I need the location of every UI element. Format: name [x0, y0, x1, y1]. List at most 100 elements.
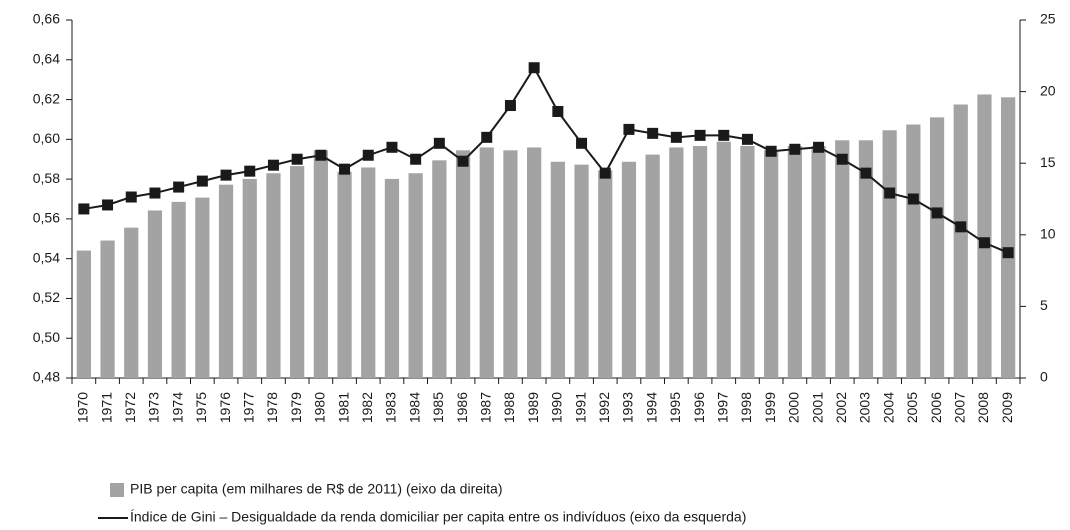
legend-label: Índice de Gini – Desigualdade da renda d… — [130, 509, 746, 525]
marker — [220, 169, 232, 181]
x-tick-label: 1976 — [217, 392, 233, 423]
bar — [835, 140, 850, 378]
marker — [576, 137, 588, 149]
x-tick-label: 1977 — [240, 392, 256, 423]
x-tick-label: 1986 — [454, 392, 470, 423]
marker — [978, 237, 990, 249]
marker — [647, 127, 659, 139]
x-tick-label: 2009 — [999, 392, 1015, 423]
marker — [741, 133, 753, 145]
marker — [267, 159, 279, 171]
bar — [171, 201, 186, 378]
marker — [196, 175, 208, 187]
x-tick-label: 1984 — [406, 392, 422, 423]
bar — [621, 161, 637, 378]
marker — [955, 221, 967, 233]
y-tick-label: 0,64 — [33, 50, 60, 66]
x-tick-label: 1982 — [359, 392, 375, 423]
marker — [291, 153, 303, 165]
marker — [694, 129, 706, 141]
x-tick-label: 1995 — [667, 392, 683, 423]
bar — [124, 227, 139, 378]
bar — [479, 147, 494, 378]
y2-tick-label: 20 — [1040, 82, 1056, 98]
bar — [598, 170, 613, 378]
x-tick-label: 1975 — [193, 392, 209, 423]
bar — [218, 184, 234, 378]
marker — [907, 193, 919, 205]
bar — [195, 197, 210, 378]
bar — [290, 166, 305, 378]
bar — [692, 146, 708, 378]
bar — [432, 160, 447, 378]
x-tick-label: 1971 — [98, 392, 114, 423]
bar — [361, 167, 376, 378]
marker — [718, 129, 730, 141]
marker — [813, 141, 825, 153]
marker — [623, 123, 635, 135]
line — [83, 65, 1009, 254]
x-tick-label: 1988 — [501, 392, 517, 423]
bar — [408, 173, 423, 378]
x-tick-label: 1991 — [572, 392, 588, 423]
bar — [313, 150, 328, 378]
x-tick-label: 1997 — [714, 392, 730, 423]
bar — [1001, 97, 1016, 378]
marker — [504, 100, 516, 112]
y-tick-label: 0,52 — [33, 289, 60, 305]
bar — [550, 161, 565, 378]
bar — [242, 178, 257, 378]
x-tick-label: 2000 — [786, 392, 802, 423]
marker — [1002, 247, 1014, 259]
marker — [433, 137, 445, 149]
x-tick-label: 1999 — [762, 392, 778, 423]
x-tick-label: 1979 — [288, 392, 304, 423]
x-tick-label: 1970 — [75, 392, 91, 423]
y-tick-label: 0,48 — [33, 369, 60, 385]
x-tick-label: 1993 — [620, 392, 636, 423]
x-tick-label: 1996 — [691, 392, 707, 423]
y-tick-label: 0,66 — [33, 11, 60, 27]
marker — [244, 165, 256, 177]
marker — [457, 155, 469, 167]
bar — [858, 140, 874, 378]
y-tick-label: 0,62 — [33, 90, 60, 106]
marker — [339, 163, 351, 175]
bar — [764, 150, 779, 378]
marker — [362, 149, 374, 161]
x-tick-label: 2008 — [975, 392, 991, 423]
marker — [173, 181, 185, 193]
y-tick-label: 0,58 — [33, 170, 60, 186]
bar — [953, 104, 968, 378]
bar — [906, 124, 921, 378]
bar — [100, 240, 115, 378]
bar — [645, 154, 660, 378]
bar — [929, 117, 945, 378]
bar — [384, 178, 400, 378]
x-tick-label: 1973 — [146, 392, 162, 423]
bar — [147, 210, 163, 378]
bar — [669, 147, 684, 378]
x-tick-label: 1987 — [477, 392, 493, 423]
x-tick-label: 2004 — [880, 392, 896, 423]
x-tick-label: 1981 — [335, 392, 351, 423]
marker — [149, 187, 161, 199]
legend-swatch — [110, 483, 124, 497]
x-tick-label: 1978 — [264, 392, 280, 423]
marker — [884, 187, 896, 199]
y-tick-label: 0,56 — [33, 210, 60, 226]
y2-tick-label: 25 — [1040, 11, 1056, 27]
bar — [787, 146, 802, 378]
legend-label: PIB per capita (em milhares de R$ de 201… — [130, 481, 502, 497]
x-tick-label: 1994 — [643, 392, 659, 423]
y-tick-label: 0,50 — [33, 329, 60, 345]
x-tick-label: 2006 — [928, 392, 944, 423]
y2-tick-label: 10 — [1040, 226, 1056, 242]
y-tick-label: 0,60 — [33, 130, 60, 146]
marker — [765, 145, 777, 157]
marker — [552, 105, 564, 117]
marker — [670, 131, 682, 143]
x-tick-label: 2001 — [809, 392, 825, 423]
x-tick-label: 1998 — [738, 392, 754, 423]
